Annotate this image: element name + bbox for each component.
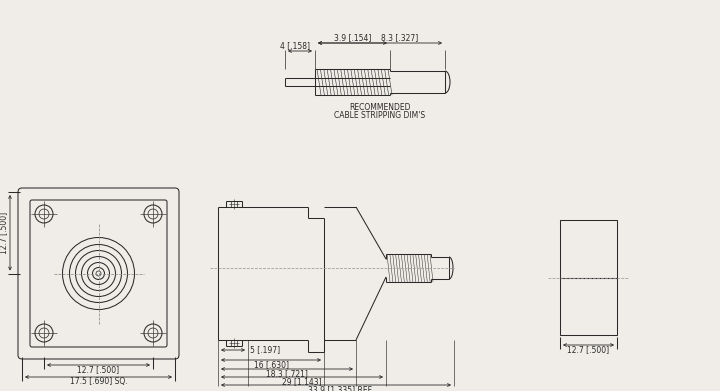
- Text: 12.7 [.500]: 12.7 [.500]: [0, 212, 9, 254]
- Text: 17.5 [.690] SQ.: 17.5 [.690] SQ.: [70, 377, 127, 386]
- Text: 33.9 [1.335] REF.: 33.9 [1.335] REF.: [308, 385, 374, 391]
- Bar: [560, 278, 617, 335]
- Text: 16 [.630]: 16 [.630]: [253, 360, 289, 369]
- Text: 12.7 [.500]: 12.7 [.500]: [78, 365, 120, 374]
- Bar: [560, 220, 617, 278]
- Text: RECOMMENDED: RECOMMENDED: [349, 102, 410, 111]
- Text: 8.3 [.327]: 8.3 [.327]: [381, 34, 418, 43]
- Text: 3.9 [.154]: 3.9 [.154]: [334, 34, 372, 43]
- Text: 12.7 [.500]: 12.7 [.500]: [567, 345, 610, 354]
- Bar: [231, 201, 237, 207]
- Text: 4 [.158]: 4 [.158]: [280, 41, 310, 50]
- Text: 5 [.197]: 5 [.197]: [250, 346, 280, 355]
- Text: 18.3 [.721]: 18.3 [.721]: [266, 369, 308, 378]
- Bar: [231, 340, 237, 346]
- Text: CABLE STRIPPING DIM'S: CABLE STRIPPING DIM'S: [334, 111, 426, 120]
- Text: 29 [1.143]: 29 [1.143]: [282, 377, 322, 386]
